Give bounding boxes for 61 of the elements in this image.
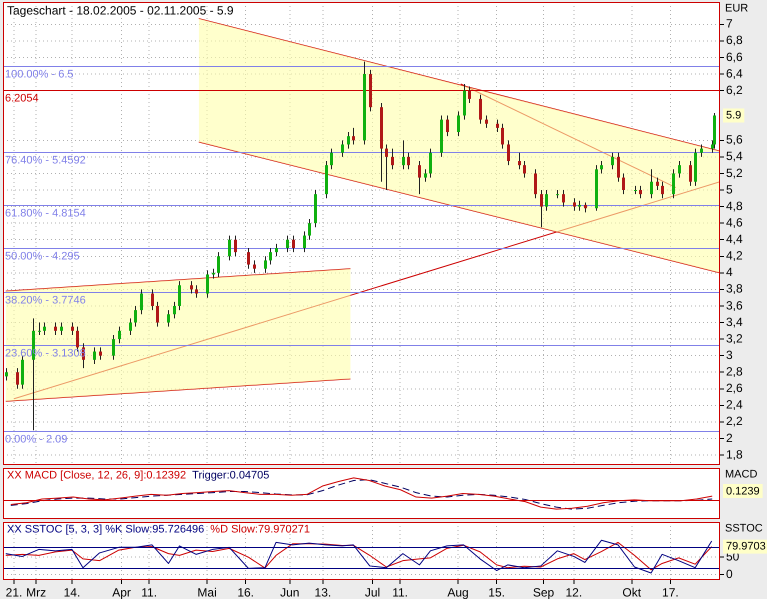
y-tick-label: 2,4 [726, 398, 744, 412]
x-tick-label: Sep [532, 586, 555, 599]
annotation: 76.40% - 5.4592 [5, 154, 86, 167]
y-tick-label: 7 [726, 16, 733, 31]
x-tick-label: Mai [197, 586, 217, 599]
y-axis-title: MACD [725, 468, 758, 481]
annotation: 61.80% - 4.8154 [5, 208, 86, 220]
y-tick-label: 2,6 [726, 381, 744, 396]
x-tick-label: 17. [662, 586, 679, 599]
y-tick-label: 5 [726, 182, 733, 196]
y-tick-label: 6,6 [726, 50, 744, 64]
y-tick-label: 2 [726, 430, 733, 445]
annotation: 0.00% - 2.09 [5, 434, 68, 446]
series-label: XX MACD [Close, 12, 26, 9]:0.12392 [7, 470, 186, 482]
y-tick-label: 5,4 [726, 149, 744, 164]
x-tick-label: 12. [566, 586, 582, 599]
annotation: 38.20% - 3.7746 [5, 294, 86, 307]
y-tick-label: 4,6 [726, 215, 744, 230]
x-tick-label: Aug [447, 586, 469, 599]
series-label: %D Slow:79.970271 [210, 524, 310, 536]
y-tick-label: 4,2 [726, 248, 744, 263]
text: 0.1239 [726, 486, 760, 498]
y-tick-label: 1,8 [726, 447, 744, 462]
x-tick-label: Okt [622, 586, 642, 599]
y-axis-title: EUR [725, 2, 748, 15]
y-tick-label: 6,8 [726, 33, 744, 48]
ref-line-label: 6.2054 [5, 92, 39, 105]
y-tick-label: 6,2 [726, 82, 744, 97]
x-tick-label: 15. [488, 586, 505, 599]
y-tick-label: 3,6 [726, 298, 744, 312]
y-tick-label: 6,4 [726, 66, 744, 80]
annotation: 5.9 [726, 110, 742, 122]
x-tick-label: 11. [392, 586, 408, 599]
y-tick-label: 3,4 [726, 314, 744, 329]
annotation: 50.00% - 4.295 [5, 250, 80, 263]
x-tick-label: Mrz [26, 586, 46, 599]
y-tick-label: 2,8 [726, 364, 744, 379]
y-tick-label: 3,2 [726, 331, 744, 346]
x-tick-label: Apr [112, 586, 131, 599]
chart-title: Tageschart - 18.02.2005 - 02.11.2005 - 5.9 [7, 3, 234, 18]
x-tick-label: 14. [64, 586, 80, 599]
x-tick-label: Jun [280, 586, 300, 599]
y-tick-label: 5,6 [726, 132, 744, 147]
x-tick-label: 13. [314, 586, 332, 599]
annotation: 100.00% - 6.5 [5, 68, 74, 81]
y-tick-label: 4,8 [726, 198, 744, 213]
series-label: XX SSTOC [5, 3, 3] %K Slow:95.726496 [7, 524, 204, 536]
series-label: Trigger:0.04705 [192, 470, 270, 482]
y-axis-title: SSTOC [725, 522, 763, 535]
y-tick-label: 5,2 [726, 166, 744, 180]
y-tick-label: 3 [726, 348, 733, 362]
x-tick-label: 11. [141, 586, 158, 599]
y-tick-label: 2,2 [726, 414, 744, 428]
y-tick-label: 4 [726, 265, 733, 280]
x-tick-label: 21. [6, 586, 22, 599]
y-tick-label: 4,4 [726, 232, 744, 246]
x-tick-label: 16. [237, 586, 254, 599]
y-tick-label: 0 [726, 567, 733, 582]
x-tick-label: Jul [364, 586, 380, 599]
y-tick-label: 3,8 [726, 282, 744, 296]
annotation: 79.9703 [726, 540, 766, 553]
